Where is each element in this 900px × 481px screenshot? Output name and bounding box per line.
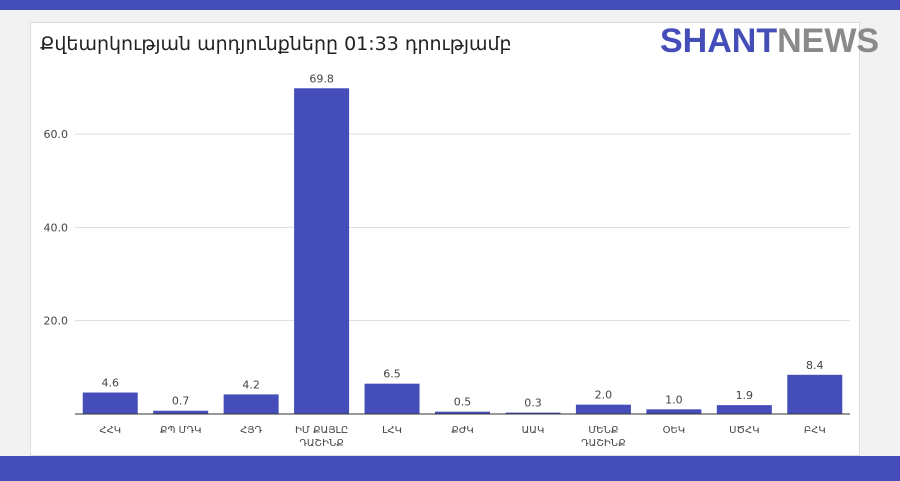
x-category-label: ԴԱՇԻՆՔ [581,438,626,449]
x-category-label: ԼՀԿ [382,425,402,436]
bar-value-label: 0.5 [454,396,472,409]
x-category-label: ԱԱԿ [522,425,545,436]
bar-value-label: 0.7 [172,395,190,408]
top-accent-bar [0,0,900,10]
x-category-label: ՕԵԿ [663,425,686,436]
x-category-label: ՍԾՀԿ [729,425,759,436]
x-category-label: ԴԱՇԻՆՔ [299,438,344,449]
bar-value-label: 0.3 [524,397,542,410]
bar-value-label: 1.0 [665,393,683,406]
bar-value-label: 8.4 [806,359,824,372]
x-category-label: ԻՄ ՔԱՅԼԸ [295,425,348,436]
bar [575,404,631,414]
x-category-label: ՔՊ ՄԴԿ [160,425,202,436]
bar [223,394,279,414]
x-category-label: ՀՀԿ [99,425,121,436]
bar [716,405,772,414]
bar [505,412,561,414]
bar [435,411,490,414]
bar [646,409,702,414]
bar [82,392,138,414]
bar [787,374,843,414]
bar-value-label: 4.6 [101,377,119,390]
chart-card [30,22,860,456]
bar-value-label: 1.9 [736,389,754,402]
bar-value-label: 6.5 [383,368,401,381]
logo-text-shant: SHANT [660,22,778,60]
bar [364,383,420,414]
bar-value-label: 4.2 [242,378,260,391]
x-category-label: ՄԵՆՔ [588,425,618,436]
bar-value-label: 2.0 [595,389,613,402]
y-tick-label: 60.0 [44,128,69,141]
x-category-label: ՔԺԿ [451,425,473,436]
bar [294,88,350,415]
bottom-accent-bar [0,456,900,481]
x-category-label: ՀՅԴ [240,425,262,436]
logo-text-news: NEWS [777,22,880,60]
bar-value-label: 69.8 [309,72,334,85]
y-tick-label: 40.0 [44,221,69,234]
bar [153,410,209,414]
chart-title: Քվեարկության արդյունքները 01:33 դրությամ… [40,33,512,55]
shantnews-logo: SHANTNEWS [660,22,879,60]
y-tick-label: 20.0 [44,315,69,328]
x-category-label: ԲՀԿ [804,425,826,436]
